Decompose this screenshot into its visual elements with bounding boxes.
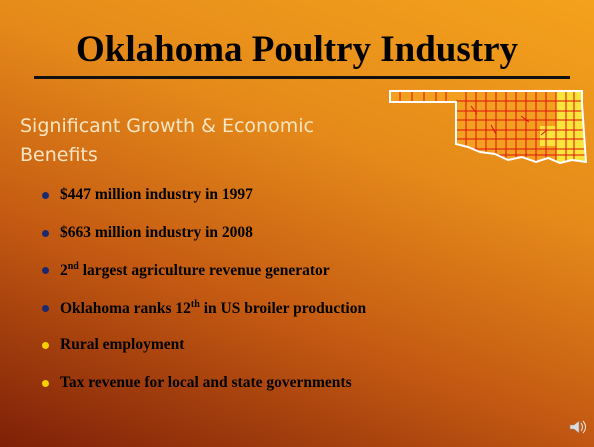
bullet-text: largest agriculture revenue generator bbox=[78, 262, 330, 280]
map-outline bbox=[389, 90, 588, 165]
bullet-text: Oklahoma ranks 12 bbox=[60, 299, 191, 317]
speaker-icon bbox=[569, 420, 586, 434]
bullet: $447 million industry in 1997 bbox=[40, 186, 366, 224]
bullet: Oklahoma ranks 12th in US broiler produc… bbox=[40, 299, 366, 337]
subtitle: Significant Growth & Economic Benefits bbox=[20, 112, 314, 170]
bullet: Tax revenue for local and state governme… bbox=[40, 374, 366, 412]
subtitle-line: Significant Growth & Economic bbox=[20, 115, 314, 137]
subtitle-line: Benefits bbox=[20, 144, 98, 166]
bullet: 2nd largest agriculture revenue generato… bbox=[40, 261, 366, 299]
bullet: $663 million industry in 2008 bbox=[40, 224, 366, 262]
bullet-text: in US broiler production bbox=[199, 299, 367, 317]
oklahoma-map bbox=[390, 91, 586, 163]
slide-title: Oklahoma Poultry Industry bbox=[75, 29, 518, 70]
bullet-list: $447 million industry in 1997 $663 milli… bbox=[40, 186, 366, 412]
superscript: nd bbox=[67, 261, 79, 273]
superscript: th bbox=[190, 298, 200, 310]
bullet-text: 2 bbox=[60, 262, 68, 280]
bullet: Rural employment bbox=[40, 336, 366, 374]
title-rule bbox=[34, 76, 570, 79]
